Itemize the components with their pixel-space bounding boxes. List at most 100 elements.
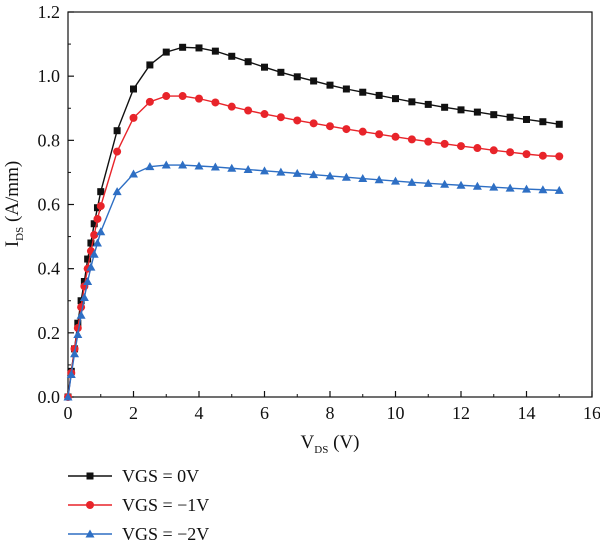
data-point xyxy=(228,52,236,60)
data-point xyxy=(359,88,367,96)
data-point xyxy=(407,135,416,144)
x-tick-label: 10 xyxy=(387,403,405,423)
data-point xyxy=(129,113,138,122)
data-point xyxy=(310,77,318,85)
data-point xyxy=(195,44,203,52)
data-point xyxy=(276,167,286,176)
data-point xyxy=(374,175,384,184)
data-point xyxy=(293,73,301,81)
data-point xyxy=(523,115,530,123)
data-point xyxy=(211,98,220,107)
data-point xyxy=(210,162,220,171)
data-point xyxy=(89,249,99,258)
data-point xyxy=(87,239,95,247)
data-point xyxy=(358,174,368,183)
data-point xyxy=(179,43,187,51)
data-point xyxy=(407,177,417,186)
data-point xyxy=(522,184,531,193)
data-point xyxy=(113,147,122,156)
legend-label: VGS = −1V xyxy=(122,495,209,515)
data-point xyxy=(96,202,105,211)
data-point xyxy=(392,95,399,103)
y-tick-label: 0.6 xyxy=(38,195,61,215)
data-point xyxy=(489,146,498,155)
x-tick-label: 12 xyxy=(452,403,470,423)
data-point xyxy=(522,150,531,159)
data-point xyxy=(227,102,236,111)
data-point xyxy=(538,151,547,160)
series-layer xyxy=(63,43,564,401)
data-point xyxy=(93,214,102,223)
x-tick-label: 14 xyxy=(518,403,536,423)
data-point xyxy=(211,47,219,55)
data-point xyxy=(309,119,318,128)
data-point xyxy=(244,106,253,115)
data-point xyxy=(97,188,105,196)
y-axis-title-unit: (A/mm) xyxy=(2,161,23,227)
data-point xyxy=(391,176,400,185)
data-point xyxy=(161,160,171,169)
y-tick-label: 0.0 xyxy=(38,387,61,407)
data-point xyxy=(70,344,79,353)
x-axis-title-unit: (V) xyxy=(328,432,359,453)
x-tick-label: 6 xyxy=(260,403,269,423)
data-point xyxy=(276,113,285,122)
data-point xyxy=(539,118,547,126)
series-3 xyxy=(63,160,564,401)
legend-marker xyxy=(86,472,94,480)
data-point xyxy=(505,183,515,192)
x-tick-label: 4 xyxy=(195,403,204,423)
data-point xyxy=(375,91,383,99)
data-point xyxy=(70,349,80,358)
data-point xyxy=(90,220,98,228)
data-point xyxy=(293,116,302,125)
data-point xyxy=(195,94,203,103)
data-point xyxy=(80,278,88,285)
data-point xyxy=(145,162,155,171)
legend-item: VGS = −1V xyxy=(68,495,209,515)
legend: VGS = 0V VGS = −1V VGS = −2V xyxy=(68,466,209,542)
x-tick-label: 8 xyxy=(326,403,335,423)
legend-marker xyxy=(85,529,95,538)
y-axis-title-main: I xyxy=(2,241,23,247)
data-point xyxy=(472,181,482,190)
data-point xyxy=(408,98,416,106)
data-point xyxy=(129,169,138,178)
legend-marker xyxy=(86,501,94,509)
data-point xyxy=(342,85,350,93)
data-point xyxy=(90,230,99,239)
y-tick-label: 1.2 xyxy=(38,2,61,22)
data-point xyxy=(84,255,92,263)
data-point xyxy=(325,171,335,180)
x-axis-title: VDS (V) xyxy=(301,432,360,456)
series-1 xyxy=(64,43,563,401)
data-point xyxy=(358,127,367,136)
data-point xyxy=(194,161,204,170)
data-point xyxy=(555,152,564,161)
data-point xyxy=(538,185,548,194)
legend-label: VGS = 0V xyxy=(122,466,199,486)
data-point xyxy=(178,160,188,169)
y-tick-label: 0.4 xyxy=(38,259,61,279)
axis-titles: VDS (V) IDS (A/mm) xyxy=(2,161,359,456)
legend-label: VGS = −2V xyxy=(122,524,209,542)
data-point xyxy=(66,370,76,379)
y-axis-title: IDS (A/mm) xyxy=(2,161,26,247)
y-axis-title-sub: DS xyxy=(14,227,26,241)
data-point xyxy=(309,170,319,179)
series-line xyxy=(67,164,560,398)
y-tick-label: 0.8 xyxy=(38,130,61,150)
data-point xyxy=(146,61,154,69)
data-point xyxy=(74,319,82,327)
data-point xyxy=(162,48,170,56)
legend-item: VGS = 0V xyxy=(68,466,199,486)
data-point xyxy=(473,108,481,116)
data-point xyxy=(490,111,498,119)
series-line xyxy=(67,95,560,398)
data-point xyxy=(63,392,73,401)
data-point xyxy=(506,148,515,157)
series-2 xyxy=(64,92,564,401)
data-point xyxy=(457,106,465,114)
y-tick-label: 0.2 xyxy=(38,323,61,343)
